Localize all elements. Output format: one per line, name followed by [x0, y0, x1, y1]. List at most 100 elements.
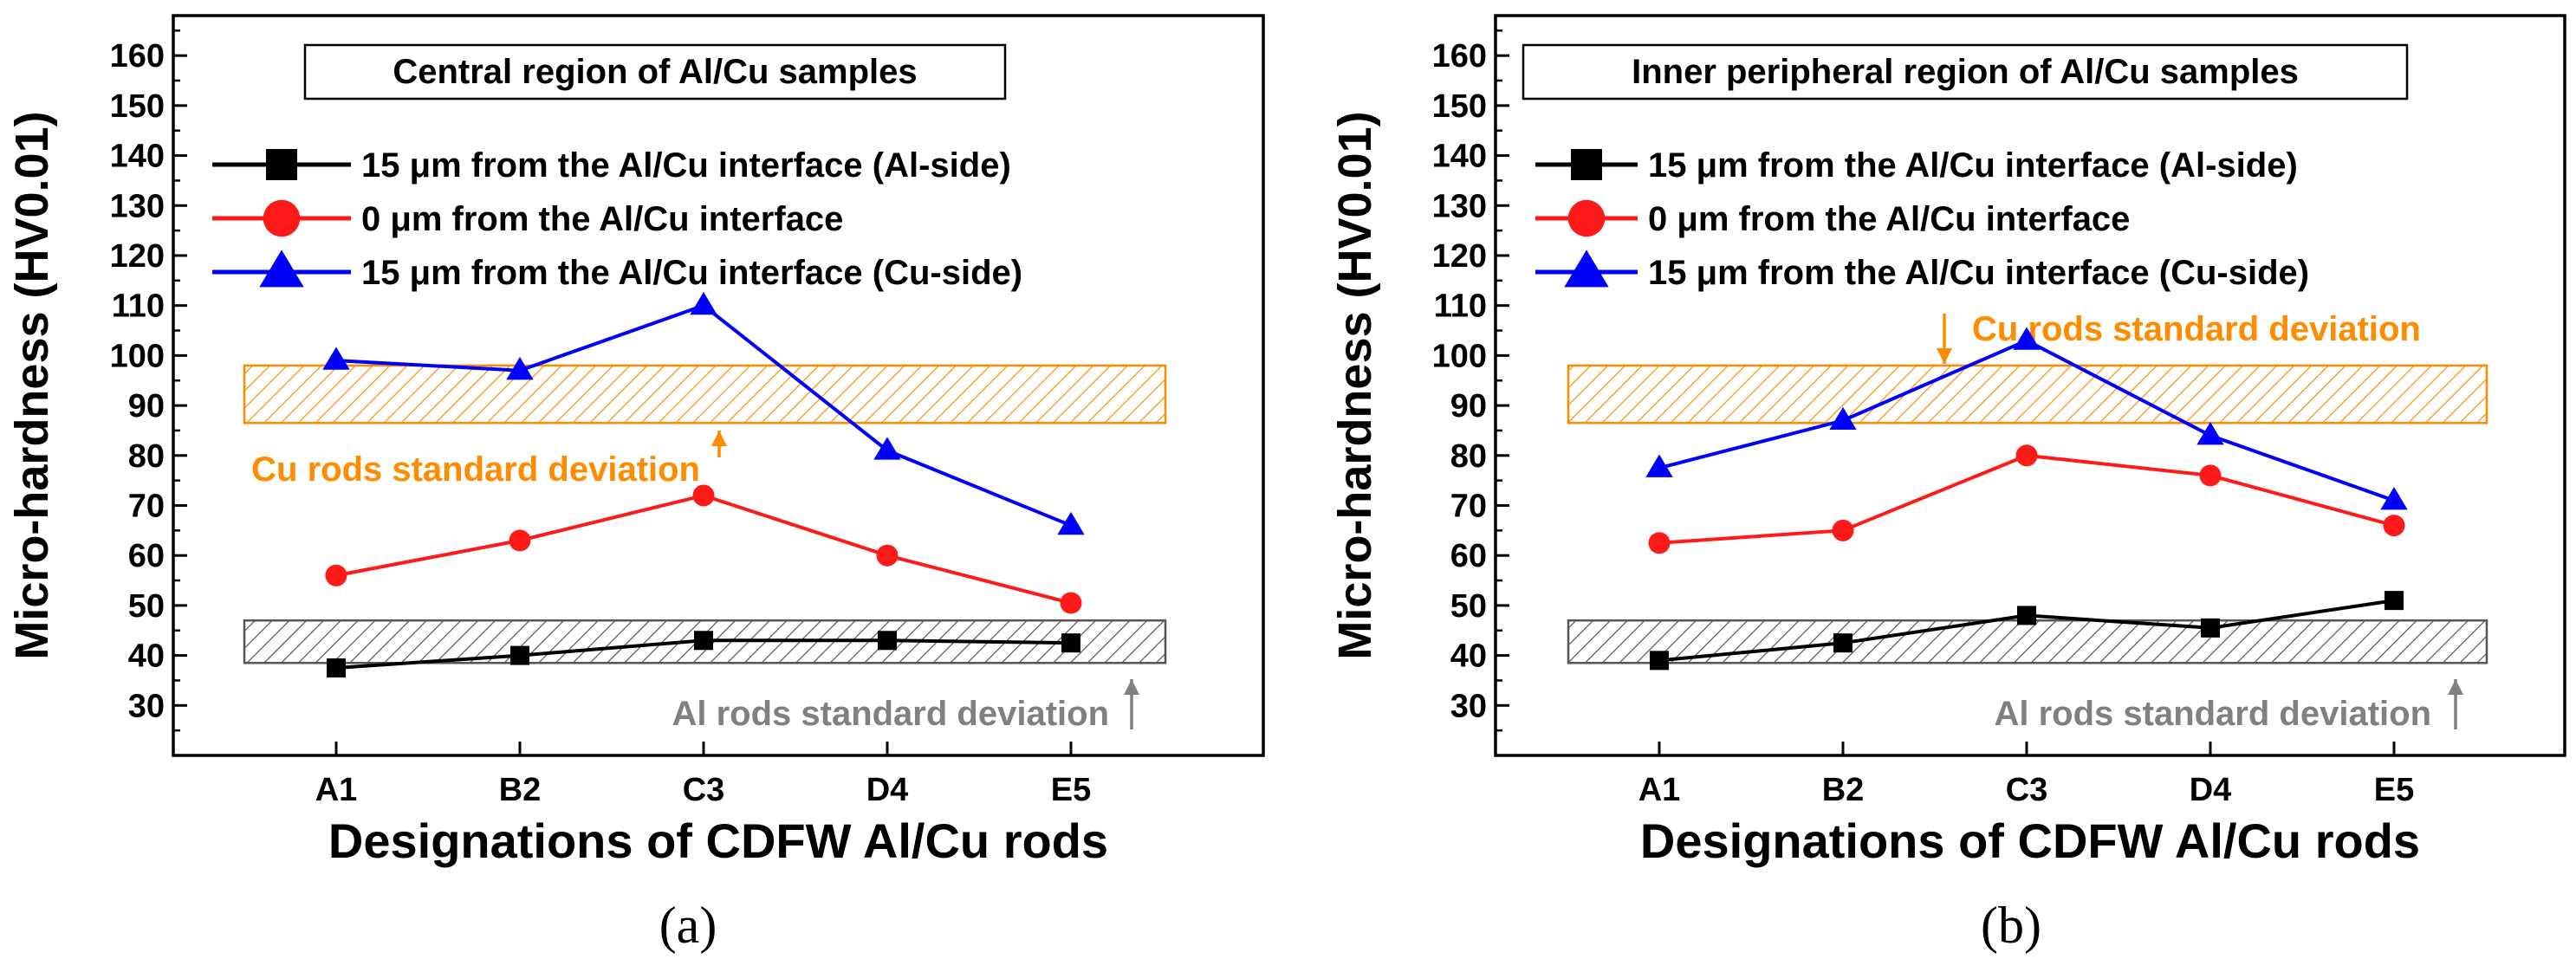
- plot-frame: [1494, 14, 2566, 757]
- data-point-square: [2201, 618, 2220, 638]
- x-tick-label: D4: [2190, 772, 2232, 808]
- y-tick-label: 130: [1432, 188, 1487, 224]
- cu-band-arrow: [1937, 314, 1952, 364]
- al-band-arrow: [1124, 679, 1139, 729]
- y-tick-label: 30: [128, 688, 165, 724]
- cu-band-note: Cu rods standard deviation: [251, 450, 700, 489]
- data-point-triangle: [1829, 406, 1857, 431]
- data-point-triangle: [2013, 327, 2041, 350]
- y-tick-label: 100: [110, 338, 165, 374]
- data-point-triangle: [1057, 511, 1085, 535]
- legend-marker-triangle: [259, 249, 304, 288]
- panel-label: (b): [1981, 897, 2041, 954]
- y-tick-label: 90: [1450, 388, 1487, 424]
- data-point-triangle: [690, 291, 717, 315]
- plot-frame: [172, 14, 1265, 757]
- cu-band-note: Cu rods standard deviation: [1972, 310, 2421, 348]
- series-line-circle: [1658, 453, 2395, 545]
- y-tick-label: 70: [128, 488, 165, 524]
- data-point-square: [878, 631, 897, 651]
- legend-marker-square: [266, 149, 297, 180]
- y-tick-label: 90: [128, 388, 165, 424]
- arrow-head: [711, 431, 727, 446]
- x-tick-label: A1: [1638, 772, 1681, 808]
- data-point-triangle: [873, 437, 901, 460]
- x-tick-label: E5: [1051, 772, 1091, 808]
- cu-std-band: [1567, 364, 2488, 424]
- y-tick-label: 110: [1434, 288, 1487, 325]
- y-axis-label: Micro-hardness (HV0.01): [1329, 111, 1381, 659]
- legend-marker-square: [1571, 149, 1602, 180]
- al-band-note: Al rods standard deviation: [1994, 695, 2431, 733]
- arrow-head: [2448, 679, 2463, 695]
- y-tick-label: 60: [128, 538, 165, 574]
- arrow-head: [1937, 348, 1952, 364]
- y-tick-label: 120: [1432, 238, 1487, 275]
- y-tick-label: 110: [112, 288, 165, 325]
- arrow-head: [1124, 679, 1139, 695]
- data-point-circle: [2383, 515, 2405, 537]
- cu-std-band: [243, 364, 1167, 424]
- data-point-square: [2385, 591, 2404, 611]
- data-point-circle: [1648, 532, 1671, 554]
- y-tick-label: 60: [1450, 538, 1487, 574]
- legend-marker-circle: [1567, 199, 1606, 237]
- chart-title: Inner peripheral region of Al/Cu samples: [1632, 53, 2299, 91]
- y-tick-label: 140: [1432, 139, 1487, 175]
- legend-entry: 0 μm from the Al/Cu interface: [1648, 200, 2130, 238]
- x-tick-label: E5: [2374, 772, 2414, 808]
- data-point-circle: [325, 564, 347, 586]
- y-tick-label: 40: [128, 638, 165, 675]
- y-tick-label: 150: [1432, 88, 1487, 125]
- y-tick-label: 80: [1450, 438, 1487, 475]
- y-tick-label: 30: [1450, 688, 1487, 724]
- data-point-square: [2017, 606, 2036, 625]
- y-tick-label: 120: [110, 238, 165, 275]
- panel-label: (a): [659, 897, 717, 954]
- y-tick-label: 130: [110, 188, 165, 224]
- chart-title: Central region of Al/Cu samples: [393, 53, 917, 91]
- chart-panel-a: 30 40 50 60 70 80 90 100 110 120 130 140 150 160 A1 B2 C…: [6, 14, 1265, 954]
- x-tick-label: C3: [683, 772, 725, 808]
- x-tick-label: C3: [2006, 772, 2048, 808]
- y-tick-label: 80: [128, 438, 165, 475]
- x-tick-label: B2: [499, 772, 542, 808]
- data-point-triangle: [322, 347, 350, 370]
- legend-entry: 15 μm from the Al/Cu interface (Al-side): [361, 146, 1011, 185]
- y-tick-label: 150: [110, 88, 165, 125]
- x-tick-label: D4: [866, 772, 909, 808]
- data-point-square: [327, 658, 346, 678]
- data-point-square: [510, 645, 529, 665]
- legend-entry: 15 μm from the Al/Cu interface (Cu-side): [1648, 254, 2309, 292]
- x-axis-label: Designations of CDFW Al/Cu rods: [328, 813, 1108, 868]
- x-tick-label: A1: [315, 772, 358, 808]
- y-tick-label: 160: [1432, 38, 1487, 75]
- data-point-square: [694, 631, 713, 651]
- data-point-circle: [2199, 464, 2222, 487]
- y-tick-label: 100: [1432, 338, 1487, 374]
- data-point-circle: [509, 529, 531, 552]
- data-point-triangle: [2380, 487, 2408, 510]
- title-box: [303, 43, 1007, 100]
- data-point-triangle: [1645, 454, 1673, 477]
- data-point-circle: [692, 484, 715, 507]
- y-tick-label: 140: [110, 139, 165, 175]
- y-tick-label: 40: [1450, 638, 1487, 675]
- legend-marker-triangle: [1564, 249, 1609, 288]
- data-point-circle: [2015, 444, 2038, 467]
- chart-panel-b: 30 40 50 60 70 80 90 100 110 120 130 140 150 160 A1 B2 C…: [1329, 14, 2566, 954]
- data-point-square: [1833, 633, 1853, 653]
- data-point-circle: [876, 544, 899, 567]
- x-axis-label: Designations of CDFW Al/Cu rods: [1640, 813, 2420, 868]
- al-band-note: Al rods standard deviation: [672, 695, 1109, 733]
- x-tick-label: B2: [1822, 772, 1865, 808]
- title-box: [1522, 43, 2409, 100]
- y-axis-label: Micro-hardness (HV0.01): [6, 111, 58, 659]
- legend-entry: 15 μm from the Al/Cu interface (Al-side): [1648, 146, 2298, 185]
- y-tick-label: 50: [128, 588, 165, 625]
- data-point-circle: [1832, 519, 1854, 541]
- data-point-square: [1061, 633, 1080, 653]
- y-tick-label: 70: [1450, 488, 1487, 524]
- data-point-triangle: [506, 357, 534, 380]
